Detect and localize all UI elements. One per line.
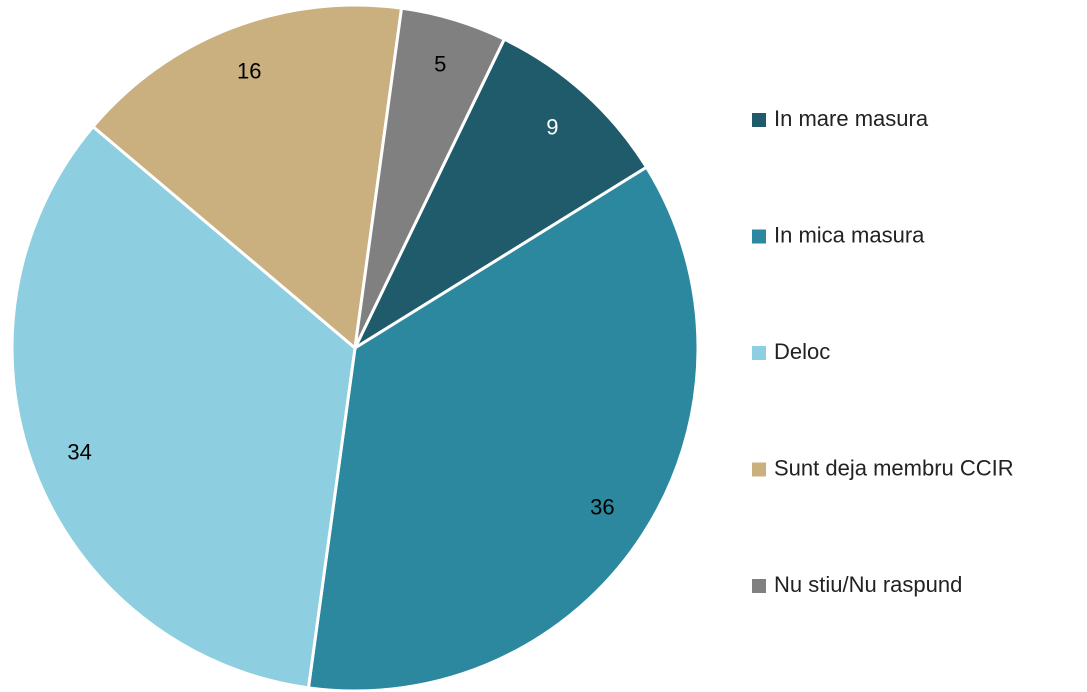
pie-slice: [90, 3, 404, 351]
legend-label: In mare masura: [774, 106, 929, 131]
legend-swatch: [752, 346, 766, 360]
data-label: 9: [546, 115, 558, 140]
legend-label: In mica masura: [774, 222, 925, 247]
pie-slice: [351, 37, 649, 352]
data-label: 5: [434, 51, 446, 76]
pie-slice: [353, 6, 507, 349]
pie-slice: [10, 124, 357, 690]
data-label: 16: [237, 58, 261, 83]
legend-swatch: [752, 113, 766, 127]
legend-label: Nu stiu/Nu raspund: [774, 572, 962, 597]
legend-swatch: [752, 229, 766, 244]
legend-swatch: [752, 462, 766, 477]
data-label: 34: [67, 440, 91, 465]
legend-label: Deloc: [774, 339, 830, 364]
legend-label: Sunt deja membru CCIR: [774, 455, 1014, 480]
pie-slice: [306, 165, 700, 692]
data-label: 36: [590, 494, 614, 519]
legend-swatch: [752, 579, 766, 593]
